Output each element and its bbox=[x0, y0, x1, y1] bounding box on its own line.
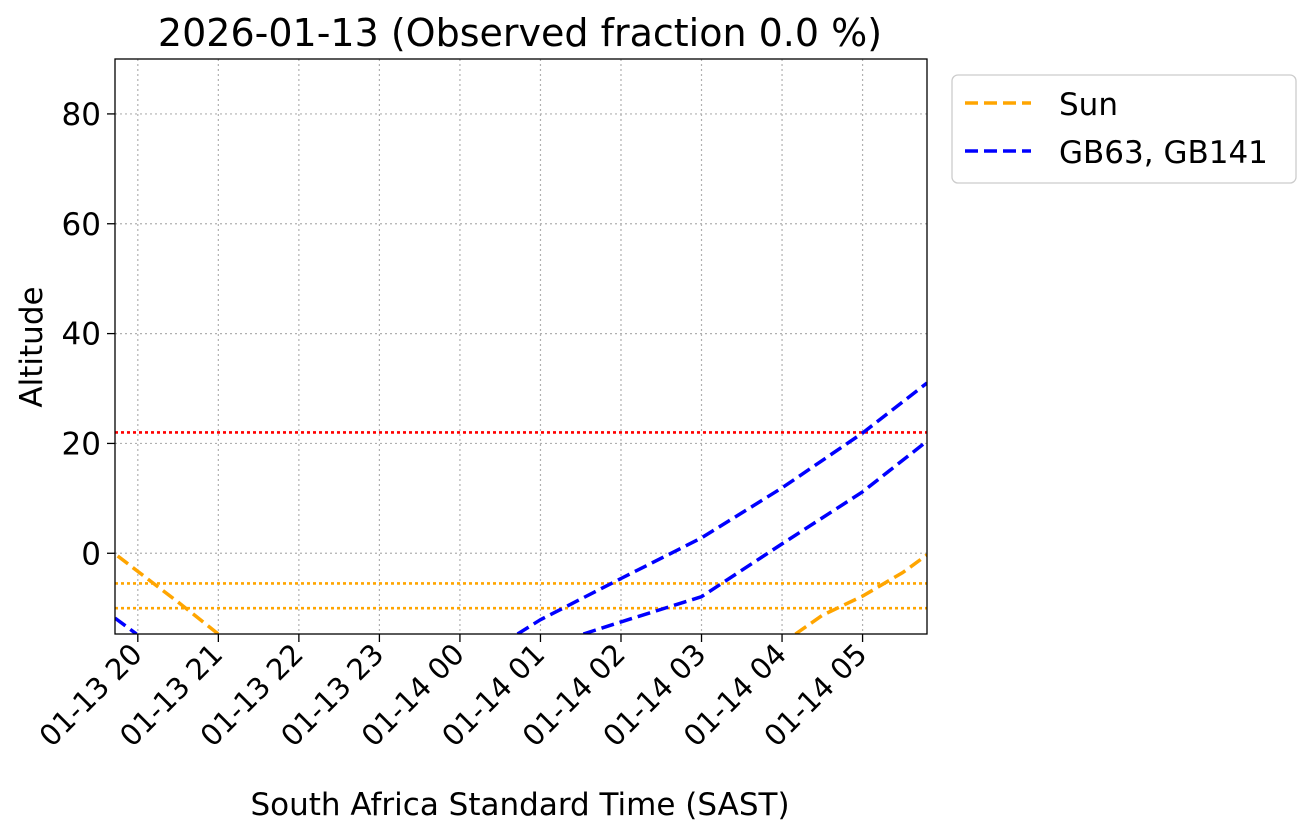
x-axis-label: South Africa Standard Time (SAST) bbox=[250, 787, 789, 823]
reference-lines bbox=[115, 431, 927, 610]
legend-label-sun: Sun bbox=[1059, 87, 1118, 123]
chart-title: 2026-01-13 (Observed fraction 0.0 %) bbox=[158, 11, 882, 55]
series-line-sun bbox=[116, 554, 220, 634]
y-tick-label: 20 bbox=[62, 426, 101, 462]
series-line-gb63-gb141 bbox=[115, 616, 138, 634]
series-line-gb63-gb141 bbox=[582, 439, 927, 634]
y-tick-label: 80 bbox=[62, 97, 101, 133]
y-tick-label: 0 bbox=[81, 536, 101, 572]
series-line-sun bbox=[794, 553, 927, 634]
legend: Sun GB63, GB141 bbox=[951, 74, 1297, 184]
y-tick-label: 60 bbox=[62, 207, 101, 243]
y-tick-label: 40 bbox=[62, 317, 101, 353]
plot-frame bbox=[114, 58, 928, 635]
series-layer bbox=[115, 381, 927, 634]
series-line-gb63-gb141 bbox=[516, 381, 927, 634]
legend-box bbox=[951, 74, 1297, 184]
y-axis-label: Altitude bbox=[14, 286, 50, 407]
legend-label-gb63-gb141: GB63, GB141 bbox=[1059, 135, 1268, 171]
grid-layer bbox=[115, 59, 927, 634]
